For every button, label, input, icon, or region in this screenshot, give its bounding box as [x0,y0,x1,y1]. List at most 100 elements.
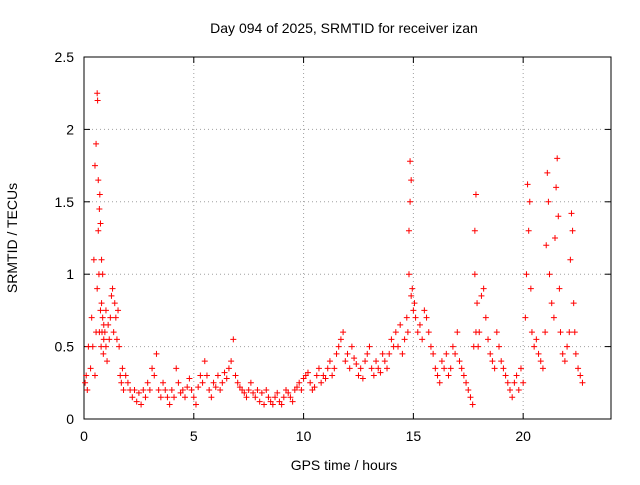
data-point [570,300,577,307]
data-point [577,372,584,379]
data-point [311,384,318,391]
data-point [109,285,116,292]
data-point [289,398,296,405]
data-point [454,329,461,336]
data-point [91,372,98,379]
data-point [106,336,113,343]
data-point [355,372,362,379]
data-point [537,358,544,365]
data-point [531,343,538,350]
data-point [496,343,503,350]
data-point [539,365,546,372]
data-point [410,307,417,314]
x-tick-label: 10 [296,428,312,444]
data-point [166,401,173,408]
data-point [162,387,169,394]
data-point [566,329,573,336]
data-point [95,227,102,234]
data-point [506,387,513,394]
data-point [397,321,404,328]
data-point [243,394,250,401]
data-point [97,307,104,314]
data-point [392,329,399,336]
data-point [436,379,443,386]
data-point [456,358,463,365]
data-point [164,394,171,401]
data-point [543,242,550,249]
data-point [168,387,175,394]
data-point [335,343,342,350]
data-point [102,343,109,350]
data-point [405,227,412,234]
data-point [245,387,252,394]
data-point [515,387,522,394]
data-point [544,169,551,176]
data-point [564,343,571,350]
data-point [379,350,386,357]
data-point [157,394,164,401]
data-point [337,336,344,343]
data-point [101,329,108,336]
data-point [175,379,182,386]
data-point [269,401,276,408]
data-point [129,394,136,401]
data-point [480,285,487,292]
data-point [463,379,470,386]
data-point [263,387,270,394]
data-point [408,292,415,299]
data-point [241,389,248,396]
data-point [414,329,421,336]
x-tick-labels: 0 5 10 15 20 [80,428,531,444]
data-point [333,350,340,357]
data-point [100,350,107,357]
data-point [250,389,257,396]
data-point [212,384,219,391]
data-point [298,387,305,394]
data-point [112,314,119,321]
data-point [274,389,281,396]
data-point [478,292,485,299]
data-point [411,300,418,307]
data-point [96,191,103,198]
data-point [322,375,329,382]
data-point [234,379,241,386]
data-point [138,401,145,408]
data-point [293,384,300,391]
data-point [386,350,393,357]
data-point [407,198,414,205]
data-point [368,365,375,372]
data-point [261,401,268,408]
data-point [219,379,226,386]
data-point [104,358,111,365]
data-point [342,358,349,365]
data-point [522,314,529,321]
data-point [149,365,156,372]
data-point [482,314,489,321]
data-point [476,329,483,336]
data-point [375,365,382,372]
data-point [475,343,482,350]
x-tick-label: 0 [80,428,88,444]
data-point [509,394,516,401]
data-point [443,350,450,357]
data-point [357,365,364,372]
data-point [99,271,106,278]
data-point [504,379,511,386]
data-point [99,314,106,321]
data-point [296,379,303,386]
y-tick-label: 1.5 [55,194,75,210]
data-points [82,90,586,408]
data-point [384,365,391,372]
data-point [140,387,147,394]
data-point [133,398,140,405]
data-point [575,365,582,372]
data-point [88,314,95,321]
data-point [278,401,285,408]
data-point [90,256,97,263]
data-point [403,314,410,321]
data-point [409,285,416,292]
data-point [419,336,426,343]
data-point [171,394,178,401]
data-point [173,365,180,372]
